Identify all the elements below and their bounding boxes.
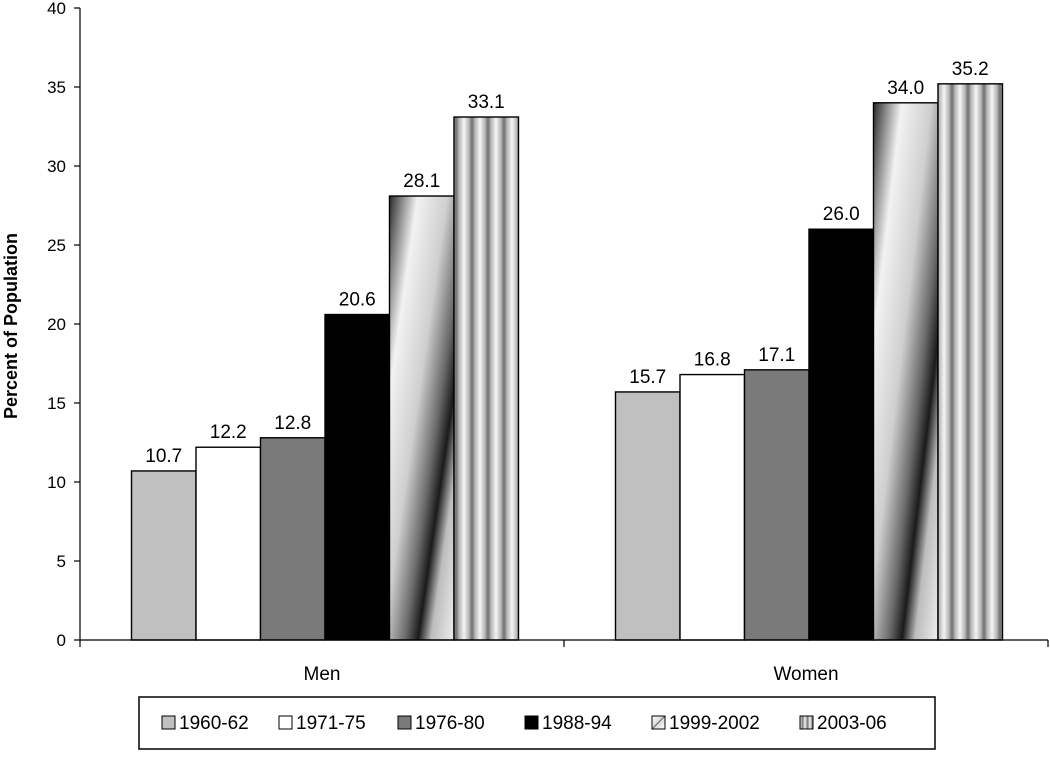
legend: 1960-62 1971-75 1976-80 1988-94 1999-2002 200… [138,696,936,750]
data-label: 35.2 [952,59,989,80]
legend-label: 1976-80 [415,713,485,734]
data-label: 26.0 [823,204,860,225]
data-label: 20.6 [339,290,376,311]
legend-label: 1960-62 [179,713,249,734]
bars [130,83,1004,641]
legend-label: 2003-06 [817,713,887,734]
y-tick-label: 40 [47,0,66,18]
bar-men-1988-94 [324,313,391,641]
legend-swatch [524,715,539,730]
y-tick-label: 15 [47,394,66,413]
bar-men-2003-06 [453,116,520,641]
bar-women-1976-80 [743,369,810,641]
data-label: 16.8 [694,350,731,371]
data-label: 12.2 [210,422,247,443]
legend-swatch [799,715,814,730]
legend-swatch [278,715,293,730]
bar-men-1960-62 [130,470,197,641]
legend-swatch [651,715,666,730]
data-labels: 10.7 12.2 12.8 20.6 28.1 33.1 15.7 16.8 17.1 26.0… [145,59,988,467]
bar-women-1988-94 [808,228,875,641]
y-tick-label: 35 [47,78,66,97]
y-tick-label: 0 [57,631,66,650]
y-axis-ticks: 0 5 10 15 20 25 30 35 40 [47,0,80,650]
category-label: Men [304,664,341,685]
data-label: 28.1 [403,171,440,192]
legend-label: 1988-94 [542,713,612,734]
data-label: 33.1 [468,92,505,113]
bar-women-1960-62 [614,391,681,641]
y-tick-label: 25 [47,236,66,255]
data-label: 34.0 [887,78,924,99]
y-tick-label: 5 [57,552,66,571]
data-label: 10.7 [145,446,182,467]
data-label: 17.1 [758,345,795,366]
axes [79,8,1049,647]
bar-women-2003-06 [937,83,1004,641]
bar-women-1971-75 [679,373,746,641]
y-tick-label: 20 [47,315,66,334]
category-label: Women [773,664,838,685]
data-label: 15.7 [629,367,666,388]
legend-label: 1999-2002 [669,713,760,734]
data-label: 12.8 [274,413,311,434]
legend-label: 1971-75 [296,713,366,734]
bar-men-1999-2002 [388,195,455,641]
y-axis-title: Percent of Population [1,233,21,419]
category-labels: Men Women [304,664,839,685]
legend-swatch [161,715,176,730]
bar-men-1971-75 [195,446,262,641]
y-tick-label: 10 [47,473,66,492]
bar-men-1976-80 [259,437,326,641]
bar-women-1999-2002 [872,102,939,641]
legend-swatch [397,715,412,730]
y-tick-label: 30 [47,157,66,176]
